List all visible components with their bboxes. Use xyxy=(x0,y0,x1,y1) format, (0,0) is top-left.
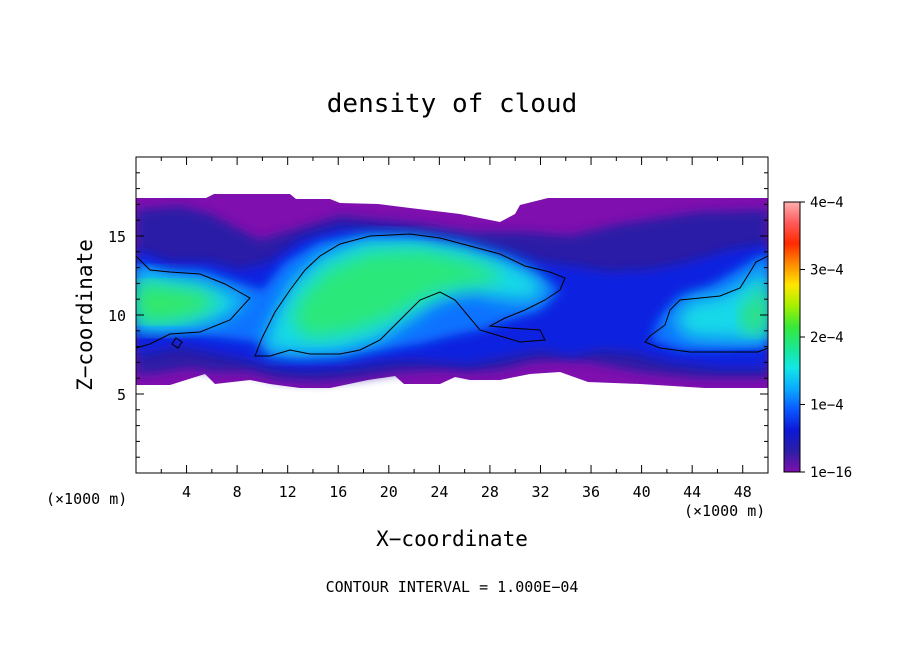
y-tick-label: 15 xyxy=(108,228,126,246)
contour-right xyxy=(644,255,768,353)
x-tick-label: 4 xyxy=(182,483,191,501)
cloud-core-green-right xyxy=(738,282,768,334)
x-tick-label: 24 xyxy=(430,483,448,501)
y-tick-label: 10 xyxy=(108,307,126,325)
colorbar-tick-label: 4e−4 xyxy=(810,195,844,211)
colorbar-ticks: 1e−16 1e−4 2e−4 3e−4 4e−4 xyxy=(800,195,852,481)
x-axis-label: X−coordinate xyxy=(376,527,528,551)
y-axis-ticks: 5 10 15 xyxy=(108,172,768,458)
colorbar-tick-label: 1e−4 xyxy=(810,398,844,414)
colorbar-fill xyxy=(784,202,800,472)
x-tick-label: 48 xyxy=(734,483,752,501)
contour-central xyxy=(254,233,566,357)
chart-title: density of cloud xyxy=(327,89,577,119)
x-unit-label: (×1000 m) xyxy=(684,502,765,520)
contour-interval-note: CONTOUR INTERVAL = 1.000E−04 xyxy=(326,578,579,596)
contour-left-small xyxy=(171,337,183,349)
contour-left xyxy=(136,255,251,349)
z-unit-label: (×1000 m) xyxy=(46,490,127,508)
x-tick-label: 44 xyxy=(683,483,701,501)
x-tick-label: 20 xyxy=(380,483,398,501)
x-tick-label: 32 xyxy=(531,483,549,501)
cloud-core-green xyxy=(290,250,505,338)
y-axis-label: Z−coordinate xyxy=(73,239,97,391)
x-tick-label: 12 xyxy=(279,483,297,501)
colorbar-tick-label: 3e−4 xyxy=(810,263,844,279)
x-tick-label: 36 xyxy=(582,483,600,501)
x-tick-label: 40 xyxy=(633,483,651,501)
colorbar-tick-label: 1e−16 xyxy=(810,465,852,481)
cloud-core-green-left xyxy=(136,282,220,322)
x-tick-label: 16 xyxy=(329,483,347,501)
x-tick-label: 8 xyxy=(233,483,242,501)
x-tick-label: 28 xyxy=(481,483,499,501)
cloud-field xyxy=(136,194,768,388)
contour-lines xyxy=(136,233,768,357)
colorbar-tick-label: 2e−4 xyxy=(810,330,844,346)
colorbar: 1e−16 1e−4 2e−4 3e−4 4e−4 xyxy=(783,195,852,481)
y-tick-label: 5 xyxy=(117,386,126,404)
x-axis-ticks: 4 8 12 16 20 24 28 32 36 40 44 48 xyxy=(160,157,752,501)
